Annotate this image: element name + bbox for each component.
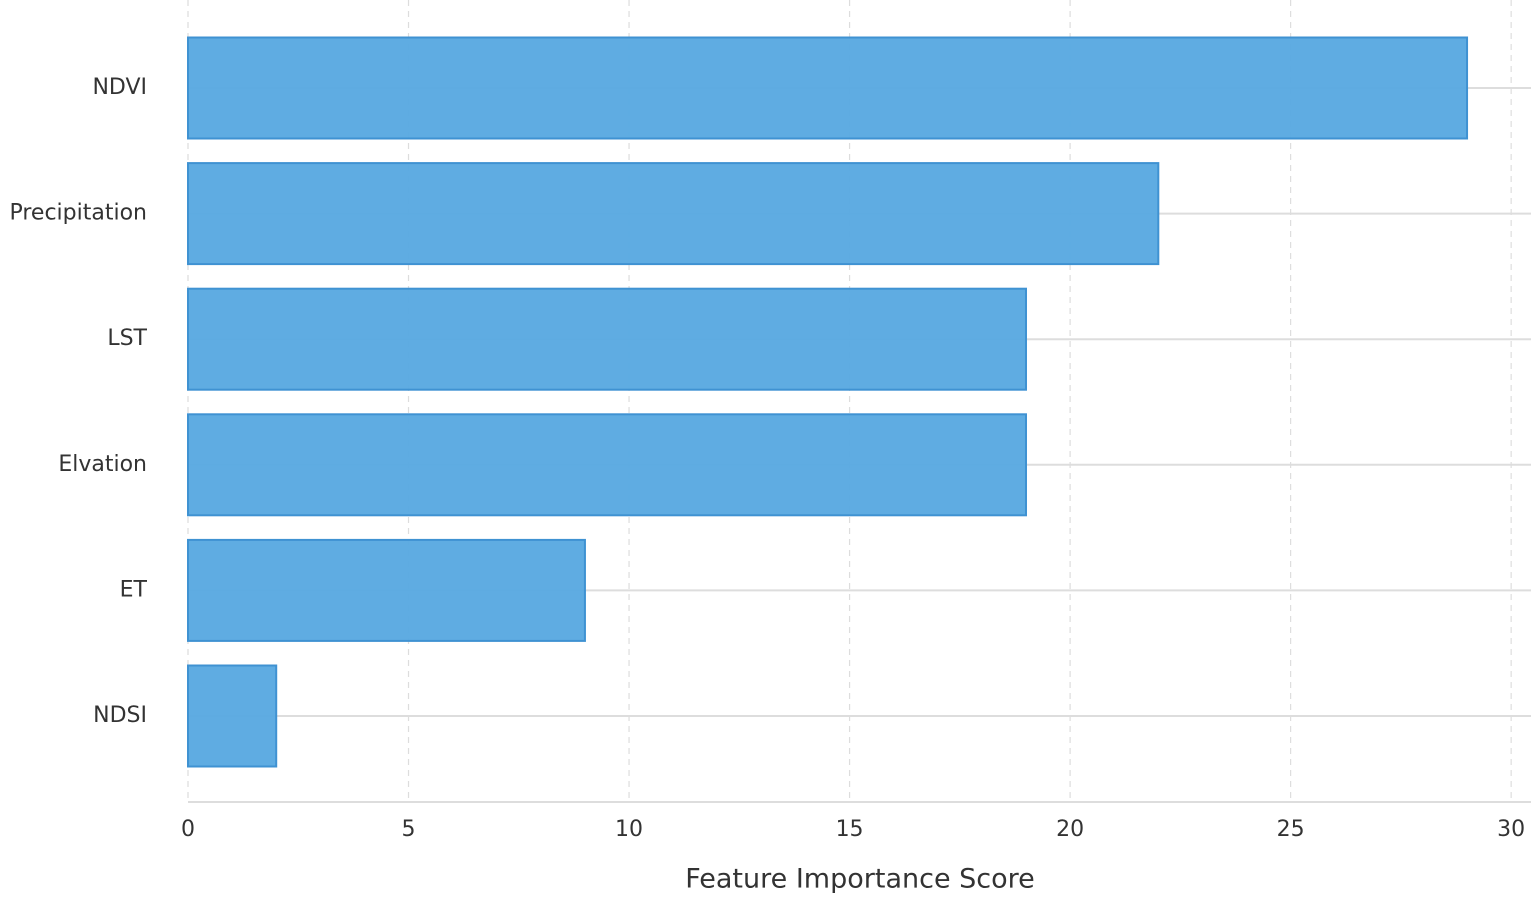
- x-tick-label: 30: [1497, 817, 1525, 842]
- bar: [187, 287, 1027, 391]
- bar: [187, 664, 278, 768]
- x-axis-label: Feature Importance Score: [685, 864, 1035, 895]
- bar: [187, 36, 1469, 140]
- bar: [187, 538, 586, 642]
- y-tick-label: ET: [120, 577, 148, 602]
- y-tick-label: NDSI: [93, 703, 147, 728]
- x-tick-label: 5: [402, 817, 416, 842]
- y-tick-label: Precipitation: [9, 201, 147, 226]
- y-tick-label: Elvation: [58, 452, 147, 477]
- x-tick-label: 15: [836, 817, 864, 842]
- bar: [187, 162, 1160, 266]
- y-tick-label: NDVI: [92, 75, 147, 100]
- y-tick-label: LST: [107, 326, 147, 351]
- x-tick-label: 20: [1056, 817, 1084, 842]
- bar: [187, 413, 1027, 517]
- x-tick-label: 0: [181, 817, 195, 842]
- x-tick-label: 10: [615, 817, 643, 842]
- x-tick-label: 25: [1277, 817, 1305, 842]
